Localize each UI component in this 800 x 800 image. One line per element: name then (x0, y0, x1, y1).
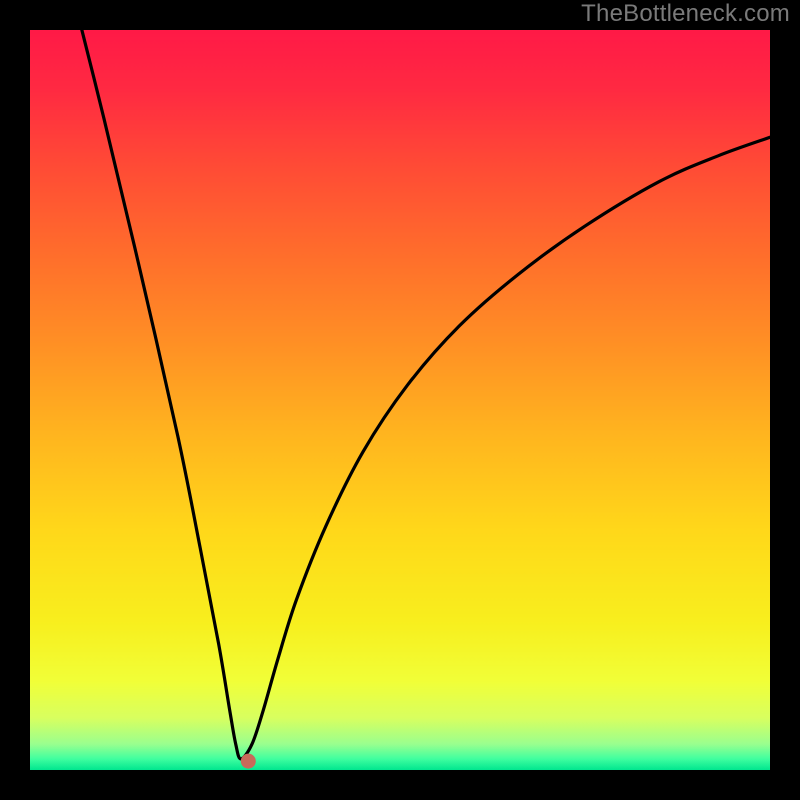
plot-area (30, 30, 770, 770)
curve-overlay (30, 30, 770, 770)
performance-curve (71, 30, 770, 759)
watermark-text: TheBottleneck.com (581, 0, 790, 28)
chart-container: TheBottleneck.com (0, 0, 800, 800)
optimum-marker (241, 754, 255, 768)
